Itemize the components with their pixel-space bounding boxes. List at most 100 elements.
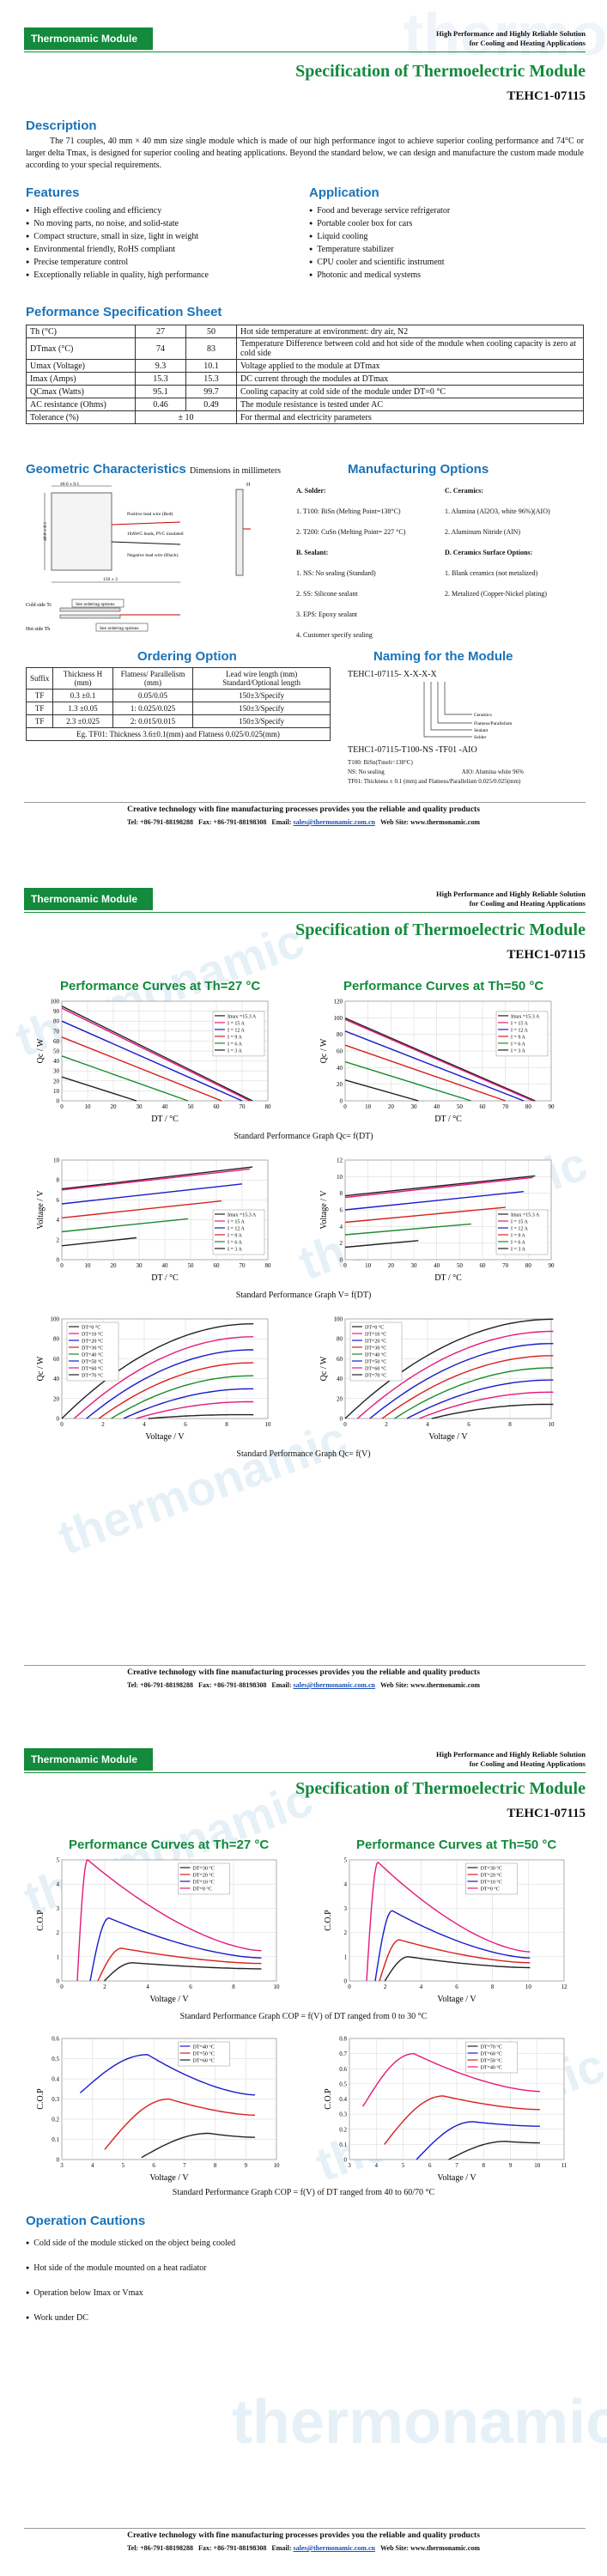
y-tick-label: 80 <box>53 1336 60 1343</box>
y-tick-label: 1 <box>344 1953 348 1960</box>
list-item: Exceptionally reliable in quality, high … <box>26 269 209 282</box>
legend-box <box>178 1862 230 1895</box>
x-axis-label: Voltage / V <box>149 1995 189 2004</box>
x-tick-label: 10 <box>85 1103 92 1110</box>
series-line <box>416 2121 540 2160</box>
x-tick-label: 0 <box>348 1984 351 1990</box>
y-axis-label: Qc / W <box>36 1356 46 1381</box>
table-row: Suffix Thickness H (mm) Flatness/ Parallel… <box>25 667 331 690</box>
features-list: High effective cooling and efficiency No… <box>26 204 209 282</box>
series-line <box>123 1388 254 1419</box>
tagline: High Performance and Highly Reliable Sol… <box>435 29 586 47</box>
table-row: Tolerance (%) ± 10 For thermal and electri… <box>26 410 584 424</box>
x-tick-label: 10 <box>525 1984 532 1990</box>
series-line <box>61 1166 253 1190</box>
list-item: Hot side of the module mounted on a heat… <box>26 2262 235 2275</box>
legend-label: I = 12 A <box>511 1227 529 1232</box>
list-item: Compact structure, small in size, light … <box>26 230 209 243</box>
legend-label: DT=20 °C <box>481 1873 502 1879</box>
x-axis-label: Voltage / V <box>437 1995 476 2004</box>
y-tick-label: 80 <box>337 1031 343 1038</box>
legend-label: DT=50 °C <box>193 2051 215 2057</box>
y-axis-label: Voltage / V <box>319 1190 329 1230</box>
legend-box <box>212 1011 265 1057</box>
y-tick-label: 12 <box>337 1157 343 1164</box>
legend-label: DT=10 °C <box>82 1332 103 1338</box>
x-tick-label: 6 <box>428 2162 432 2169</box>
table-row: Eg. TF01: Thickness 3.6±0.1(mm) and Flat… <box>26 727 331 741</box>
y-tick-label: 0.7 <box>339 2050 347 2057</box>
description-heading: Description <box>26 118 97 133</box>
table-row: DTmax (°C) 74 83 Temperature Difference bet… <box>26 337 584 360</box>
legend-box <box>495 1011 549 1057</box>
y-tick-label: 6 <box>57 1197 60 1204</box>
email-link[interactable]: sales@thermonamic.com.cn <box>293 2544 375 2552</box>
page-title: Specification of Thermoelectric Module <box>295 62 586 81</box>
y-tick-label: 6 <box>340 1207 343 1214</box>
legend-label: I = 15 A <box>228 1021 246 1026</box>
legend-label: DT=50 °C <box>365 1359 386 1365</box>
legend-label: DT=40 °C <box>481 2065 502 2071</box>
legend-label: Imax =15.3 A <box>228 1014 257 1019</box>
graph-caption: Standard Performance Graph Qc= f(V) <box>236 1449 371 1459</box>
chart-v-dt-50: 0 10 20 30 40 50 60 70 80 90 0 2 4 6 8 10 12 DT / °C Volta… <box>319 1157 555 1284</box>
legend-label: DT=50 °C <box>481 2058 502 2064</box>
x-tick-label: 30 <box>411 1262 418 1269</box>
y-tick-label: 60 <box>337 1048 343 1055</box>
x-tick-label: 90 <box>549 1103 555 1110</box>
x-tick-label: 2 <box>385 1421 388 1428</box>
legend-label: Imax =15.3 A <box>228 1213 257 1218</box>
naming-example: TEHC1-07115-T100-NS -TF01 -AIO <box>348 745 477 755</box>
y-tick-label: 4 <box>57 1881 60 1888</box>
y-tick-label: 20 <box>337 1395 343 1402</box>
x-axis-label: DT / °C <box>434 1273 462 1283</box>
series-line <box>356 1330 554 1419</box>
series-line <box>97 1947 262 1982</box>
email-link[interactable]: sales@thermonamic.com.cn <box>293 818 375 826</box>
legend-label: DT=10 °C <box>193 1880 215 1886</box>
y-tick-label: 2 <box>344 1929 348 1936</box>
x-axis-label: DT / °C <box>151 1115 179 1124</box>
tagline: High Performance and Highly Reliable Sol… <box>435 1750 586 1768</box>
legend-label: I = 15 A <box>511 1220 529 1225</box>
naming-notes: T100: BiSn(Tmelt=138°C) NS: No sealing AI… <box>348 759 524 785</box>
list-item: Portable cooler box for cars <box>309 217 450 230</box>
y-tick-label: 0.8 <box>339 2036 347 2043</box>
x-tick-label: 6 <box>455 1984 458 1990</box>
x-tick-label: 10 <box>274 2162 281 2169</box>
x-tick-label: 8 <box>483 2162 486 2169</box>
series-line <box>344 1044 506 1102</box>
y-tick-label: 50 <box>53 1048 60 1055</box>
x-tick-label: 20 <box>111 1262 118 1269</box>
naming-diagram: Ceramics Flatness/Parallelism Sealant So… <box>423 682 513 740</box>
y-tick-label: 0 <box>340 1257 343 1264</box>
watermark: thermonamic <box>232 2388 607 2457</box>
series-line <box>61 1036 222 1102</box>
legend-label: DT=70 °C <box>481 2044 502 2050</box>
series-line <box>61 1055 189 1102</box>
series-line <box>61 1183 243 1205</box>
y-tick-label: 0.6 <box>52 2036 59 2043</box>
svg-text:See ordering options: See ordering options <box>76 602 115 607</box>
tagline: High Performance and Highly Reliable Sol… <box>435 890 586 908</box>
x-tick-label: 12 <box>561 1984 568 1990</box>
x-tick-label: 80 <box>525 1103 532 1110</box>
legend-label: I = 12 A <box>228 1028 246 1033</box>
y-tick-label: 0.4 <box>52 2076 59 2083</box>
x-tick-label: 8 <box>214 2162 217 2169</box>
x-tick-label: 30 <box>137 1262 143 1269</box>
footer-divider <box>24 802 586 803</box>
y-tick-label: 0 <box>340 1416 343 1423</box>
legend-label: DT=70 °C <box>365 1373 386 1379</box>
y-tick-label: 80 <box>53 1018 60 1025</box>
email-link[interactable]: sales@thermonamic.com.cn <box>293 1681 375 1689</box>
y-axis-label: Voltage / V <box>36 1190 46 1230</box>
mfg-ceramics: C. Ceramics: 1. Alumina (Al2O3, white 96… <box>445 487 550 598</box>
model-number: TEHC1-07115 <box>507 89 586 103</box>
y-tick-label: 100 <box>334 1015 343 1022</box>
footer-slogan: Creative technology with fine manufactur… <box>127 1668 480 1677</box>
y-tick-label: 3 <box>57 1905 60 1912</box>
y-tick-label: 0.5 <box>52 2056 59 2063</box>
svg-text:40.0 ± 0.1: 40.0 ± 0.1 <box>60 482 80 487</box>
